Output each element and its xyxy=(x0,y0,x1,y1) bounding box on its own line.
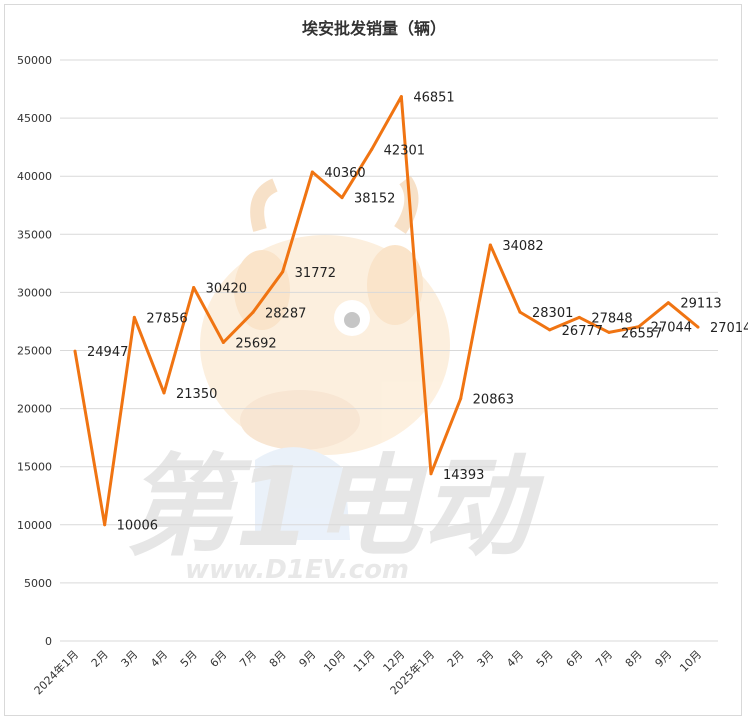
data-point xyxy=(488,243,492,247)
y-tick-label: 10000 xyxy=(17,519,52,532)
watermark-url: www.D1EV.com xyxy=(185,555,409,585)
data-point xyxy=(251,310,255,314)
data-point xyxy=(696,325,700,329)
x-tick-label: 4月 xyxy=(504,648,526,670)
data-point xyxy=(192,286,196,290)
x-tick-label: 11月 xyxy=(351,648,378,675)
data-point xyxy=(666,301,670,305)
data-point xyxy=(607,330,611,334)
x-tick-label: 4月 xyxy=(148,648,170,670)
data-point xyxy=(73,349,77,353)
watermark-brand-left: 第1电动 xyxy=(125,443,545,571)
data-label: 24947 xyxy=(87,345,128,360)
x-tick-label: 2024年1月 xyxy=(31,647,81,697)
x-tick-label: 9月 xyxy=(653,648,675,670)
y-tick-label: 20000 xyxy=(17,403,52,416)
x-tick-label: 5月 xyxy=(178,648,200,670)
y-tick-label: 15000 xyxy=(17,461,52,474)
data-point xyxy=(340,196,344,200)
x-tick-label: 3月 xyxy=(475,648,497,670)
series-line xyxy=(73,95,699,527)
data-label: 20863 xyxy=(473,393,514,408)
data-point xyxy=(429,472,433,476)
data-label: 26777 xyxy=(562,324,603,339)
data-label: 30420 xyxy=(206,282,247,297)
data-point xyxy=(281,270,285,274)
y-tick-label: 50000 xyxy=(17,54,52,67)
data-label: 40360 xyxy=(324,166,365,181)
x-tick-label: 2月 xyxy=(445,648,467,670)
data-label: 27856 xyxy=(146,311,187,326)
data-label: 10006 xyxy=(117,519,158,534)
data-point xyxy=(577,315,581,319)
x-tick-label: 10月 xyxy=(321,648,348,675)
data-label: 31772 xyxy=(295,266,336,281)
data-label: 26557 xyxy=(621,326,662,341)
x-tick-label: 9月 xyxy=(297,648,319,670)
y-axis-ticks: 0 5000 10000 15000 20000 25000 30000 35000 40000… xyxy=(17,54,52,648)
x-tick-label: 8月 xyxy=(623,648,645,670)
data-label: 29113 xyxy=(680,297,721,312)
x-tick-label: 2月 xyxy=(89,648,111,670)
data-point xyxy=(459,397,463,401)
y-tick-label: 30000 xyxy=(17,286,52,299)
data-point xyxy=(548,328,552,332)
x-tick-label: 8月 xyxy=(267,648,289,670)
x-tick-label: 7月 xyxy=(237,648,259,670)
data-point xyxy=(132,315,136,319)
watermark-mascot xyxy=(200,175,450,540)
data-label: 27848 xyxy=(591,311,632,326)
data-label: 28287 xyxy=(265,306,306,321)
grid-lines xyxy=(60,59,718,642)
chart-title: 埃安批发销量（辆） xyxy=(302,19,446,38)
x-tick-label: 6月 xyxy=(208,648,230,670)
series-line-group xyxy=(73,95,700,527)
y-tick-label: 0 xyxy=(45,635,52,648)
data-label: 27044 xyxy=(651,321,692,336)
y-tick-label: 35000 xyxy=(17,228,52,241)
x-tick-label: 5月 xyxy=(534,648,556,670)
data-label: 14393 xyxy=(443,468,484,483)
y-tick-label: 40000 xyxy=(17,170,52,183)
x-tick-label: 6月 xyxy=(564,648,586,670)
data-point xyxy=(399,95,403,99)
data-point xyxy=(310,170,314,174)
x-tick-label: 3月 xyxy=(119,648,141,670)
data-label: 42301 xyxy=(384,143,425,158)
data-point xyxy=(221,340,225,344)
data-point xyxy=(637,325,641,329)
data-point xyxy=(162,391,166,395)
y-tick-label: 5000 xyxy=(24,577,52,590)
data-label: 28301 xyxy=(532,306,573,321)
x-tick-label: 12月 xyxy=(381,648,408,675)
y-tick-label: 25000 xyxy=(17,345,52,358)
data-label: 27014 xyxy=(710,321,748,336)
y-tick-label: 45000 xyxy=(17,112,52,125)
x-tick-label: 10月 xyxy=(677,648,704,675)
data-label: 34082 xyxy=(502,239,543,254)
x-tick-label: 7月 xyxy=(593,648,615,670)
data-point xyxy=(370,147,374,151)
data-label: 46851 xyxy=(413,91,454,106)
data-point xyxy=(103,523,107,527)
data-labels: 24947 10006 27856 21350 30420 25692 28287 31772… xyxy=(87,91,748,534)
data-label: 25692 xyxy=(235,336,276,351)
data-label: 21350 xyxy=(176,387,217,402)
data-point xyxy=(518,310,522,314)
data-label: 38152 xyxy=(354,192,395,207)
watermark-text: 第1电动 www.D1EV.com xyxy=(125,443,545,585)
